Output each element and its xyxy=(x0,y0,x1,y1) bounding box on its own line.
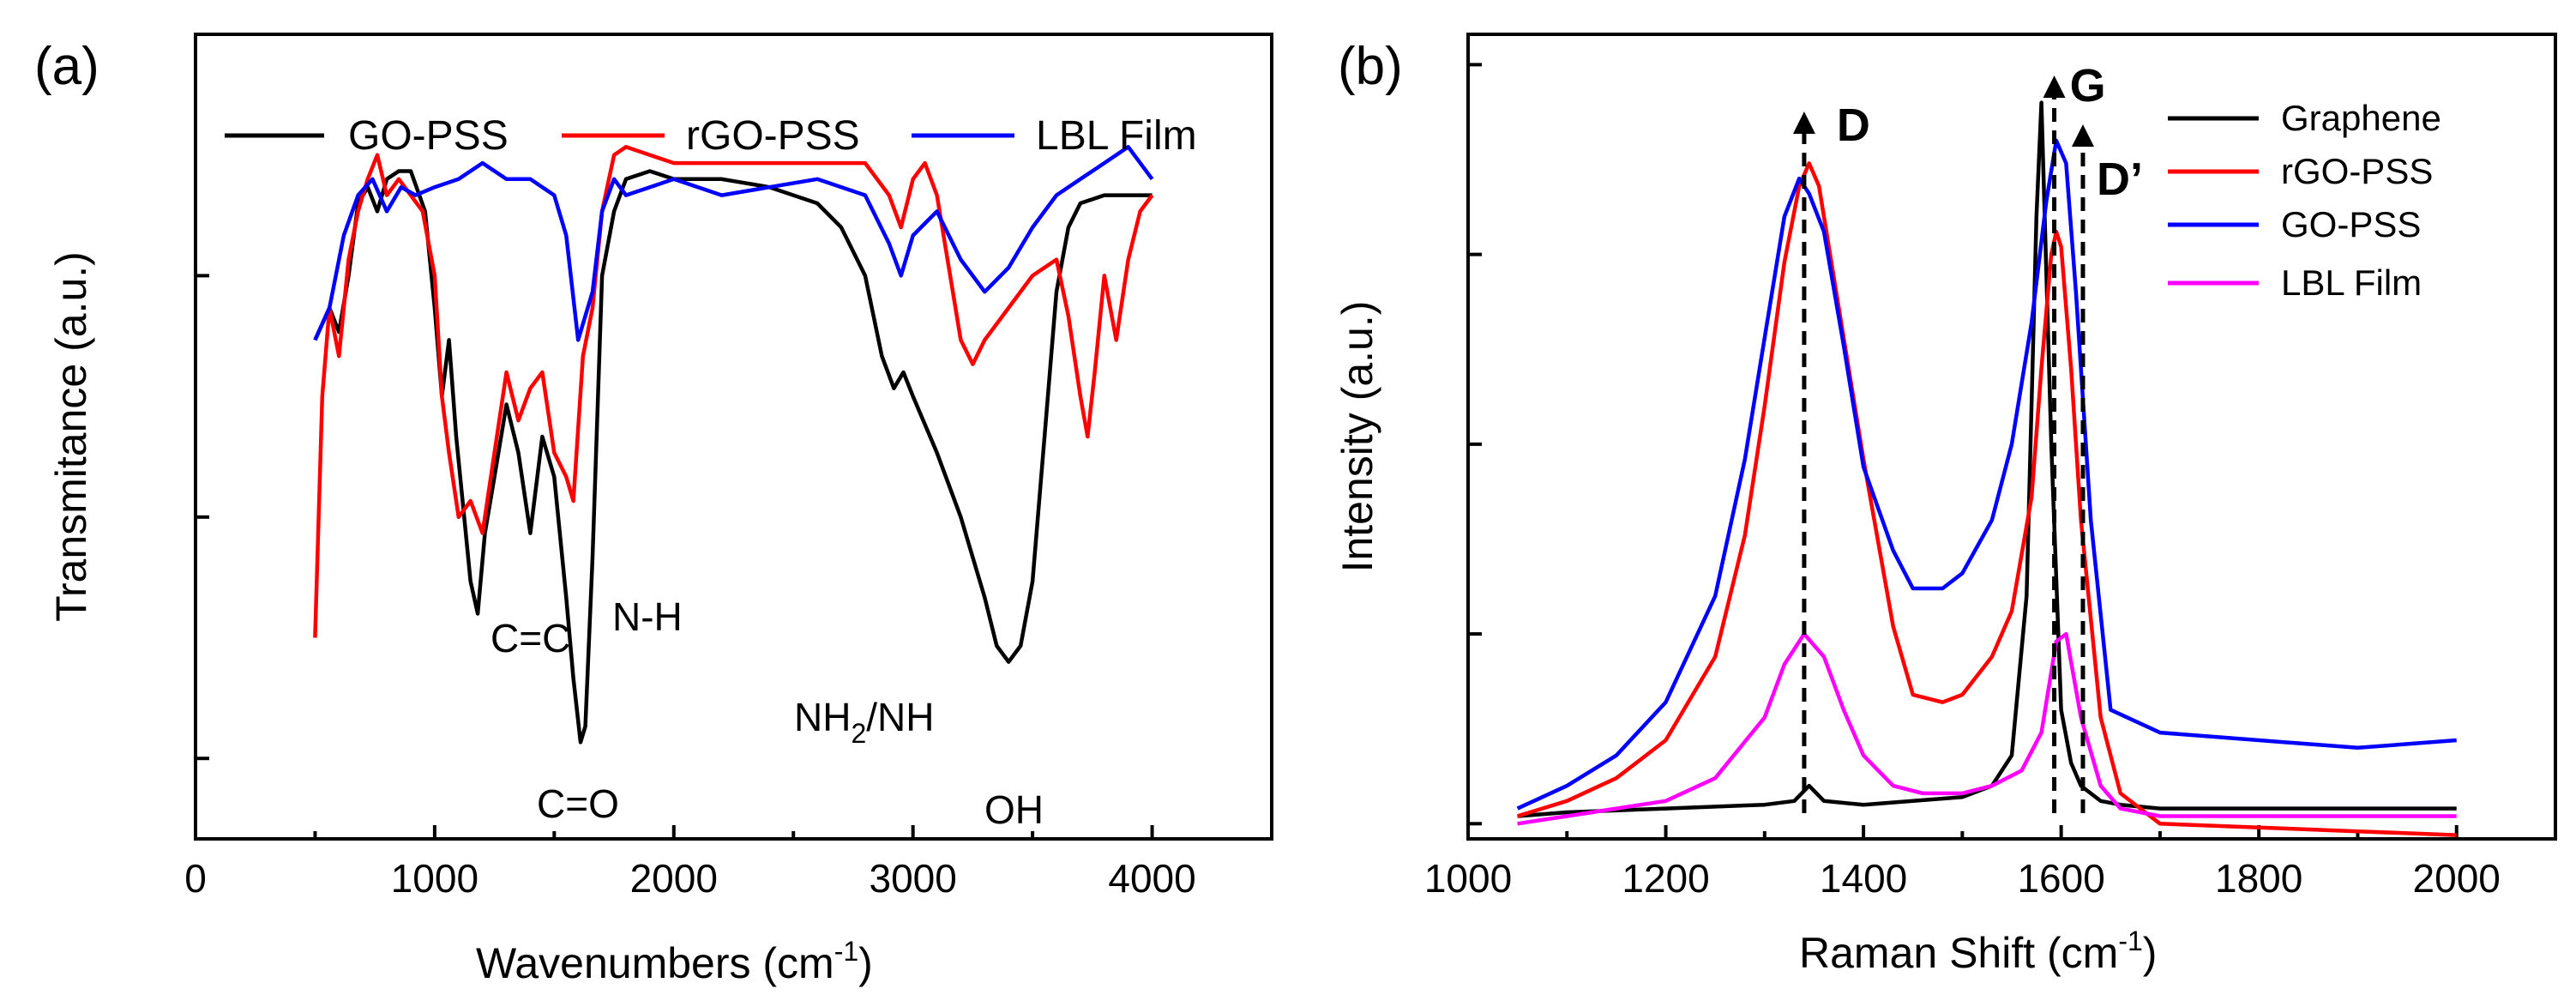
peak-marker-arrow-d xyxy=(1792,112,1815,134)
legend-label-graphene: Graphene xyxy=(2281,98,2441,138)
x-tick-label-a: 1000 xyxy=(391,856,478,901)
series-line-go-pss-a xyxy=(313,169,1153,745)
annotation-oh: OH xyxy=(984,787,1044,832)
panel-label-a: (a) xyxy=(34,37,99,96)
x-tick-label-b: 1400 xyxy=(1820,856,1907,901)
x-tick-label-a: 0 xyxy=(184,856,207,901)
legend-label-lbl-film-b: LBL Film xyxy=(2281,262,2422,303)
plot-frame-a xyxy=(194,33,1273,841)
x-ticks-a: 0 1000 2000 3000 4000 xyxy=(184,825,1196,901)
peak-marker-arrow-d-prime xyxy=(2071,124,2094,147)
series-line-rgo-pss-a xyxy=(313,145,1154,638)
legend-label-go-pss-b: GO-PSS xyxy=(2281,204,2421,244)
x-tick-label-b: 2000 xyxy=(2413,856,2501,901)
legend-label-lbl-film: LBL Film xyxy=(1036,113,1197,159)
peak-markers-b: D G D’ xyxy=(1792,60,2143,813)
series-group-a xyxy=(313,145,1154,745)
legend-label-rgo-pss-b: rGO-PSS xyxy=(2281,151,2433,191)
x-tick-label-b: 1000 xyxy=(1424,856,1512,901)
y-ticks-a xyxy=(196,274,209,761)
series-line-graphene-b xyxy=(1517,100,2457,818)
annotation-nh2: NH2/NH xyxy=(794,695,934,749)
x-tick-label-a: 4000 xyxy=(1108,856,1195,901)
peak-label-d-prime: D’ xyxy=(2097,154,2143,205)
peak-label-d: D xyxy=(1837,99,1870,151)
x-tick-label-b: 1600 xyxy=(2017,856,2104,901)
x-ticks-b: 1000 1200 1400 1600 1800 2000 xyxy=(1424,825,2501,901)
series-line-go-pss-b xyxy=(1516,138,2457,811)
y-ticks-b xyxy=(1468,63,1482,826)
series-line-rgo-pss-b xyxy=(1516,161,2457,837)
panel-label-b: (b) xyxy=(1338,37,1403,96)
plot-frame-b xyxy=(1466,33,2557,841)
annotation-co: C=O xyxy=(537,781,619,826)
legend-label-go-pss: GO-PSS xyxy=(348,113,509,159)
x-tick-label-b: 1200 xyxy=(1622,856,1709,901)
annotation-cc: C=C xyxy=(491,616,570,660)
peak-label-g: G xyxy=(2070,60,2106,112)
panel-a: (a) 0 1000 2000 3000 4000 GO-PSS rGO-PSS LBL… xyxy=(34,33,1273,987)
series-group-b xyxy=(1516,100,2457,837)
annotation-nh: N-H xyxy=(612,594,683,639)
x-tick-label-a: 3000 xyxy=(869,856,956,901)
panel-b: (b) 1000 1200 1400 1600 1800 2000 D G D’ Graphe… xyxy=(1333,33,2557,977)
peak-marker-arrow-g xyxy=(2043,75,2066,98)
y-axis-label-a: Transmitance (a.u.) xyxy=(47,251,95,622)
x-axis-label-b: Raman Shift (cm-1) xyxy=(1799,926,2157,977)
legend-a: GO-PSS rGO-PSS LBL Film xyxy=(225,113,1197,159)
legend-label-rgo-pss: rGO-PSS xyxy=(686,113,860,159)
x-tick-label-a: 2000 xyxy=(630,856,718,901)
series-line-lbl-film-a xyxy=(313,145,1154,342)
x-axis-label-a: Wavenumbers (cm-1) xyxy=(476,936,873,987)
legend-b: Graphene rGO-PSS GO-PSS LBL Film xyxy=(2168,98,2441,303)
series-line-lbl-film-b xyxy=(1517,631,2457,826)
y-axis-label-b: Intensity (a.u.) xyxy=(1333,301,1381,573)
x-tick-label-b: 1800 xyxy=(2215,856,2302,901)
